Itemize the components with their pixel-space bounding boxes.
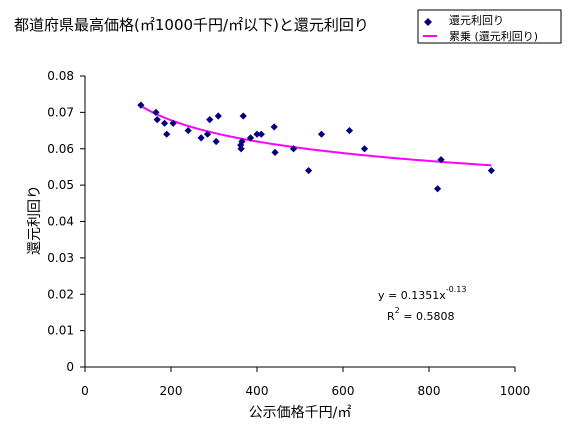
data-point-diamond-28 bbox=[437, 156, 445, 164]
data-point-diamond-24 bbox=[317, 130, 326, 138]
data-point-diamond-6 bbox=[169, 119, 177, 127]
y-axis-label: 還元利回り bbox=[27, 185, 43, 255]
data-point-diamond-7 bbox=[184, 126, 192, 135]
y-tick-label: 0.02 bbox=[47, 287, 74, 301]
data-point-diamond-18 bbox=[253, 130, 261, 138]
data-point-diamond-17 bbox=[246, 134, 255, 142]
y-tick-label: 0.06 bbox=[47, 142, 74, 156]
data-point-diamond-3 bbox=[153, 116, 161, 124]
x-tick-label: 800 bbox=[418, 384, 441, 398]
data-points bbox=[137, 101, 495, 193]
data-point-diamond-29 bbox=[487, 166, 495, 175]
y-tick-label: 0.05 bbox=[47, 178, 74, 192]
data-point-diamond-8 bbox=[197, 134, 205, 142]
data-point-diamond-20 bbox=[270, 123, 278, 131]
data-point-diamond-12 bbox=[214, 112, 222, 120]
x-tick-label: 1000 bbox=[500, 384, 531, 398]
data-point-diamond-1 bbox=[137, 101, 145, 109]
y-tick-label: 0 bbox=[66, 360, 74, 374]
x-tick-label: 200 bbox=[160, 384, 183, 398]
data-point-diamond-14 bbox=[237, 145, 245, 153]
data-point-diamond-11 bbox=[212, 137, 220, 146]
legend-label-yield: 還元利回り bbox=[449, 14, 504, 27]
y-tick-label: 0.04 bbox=[47, 215, 74, 229]
x-axis-ticks: 0 200 400 600 800 1000 bbox=[81, 367, 530, 398]
data-point-diamond-10 bbox=[206, 116, 214, 124]
trend-equation: y = 0.1351x-0.13 bbox=[378, 285, 466, 302]
data-point-diamond-27 bbox=[434, 185, 442, 193]
legend: 還元利回り 累乗 (還元利回り) bbox=[417, 9, 562, 44]
y-axis-ticks: 0 0.01 0.02 0.03 0.04 0.05 0.06 0.07 0.08 bbox=[47, 69, 85, 374]
y-tick-label: 0.01 bbox=[47, 324, 74, 338]
data-point-diamond-5 bbox=[163, 130, 171, 138]
x-tick-label: 600 bbox=[332, 384, 355, 398]
data-point-diamond-21 bbox=[271, 148, 279, 156]
legend-label-trendline: 累乗 (還元利回り) bbox=[449, 30, 538, 43]
data-point-diamond-9 bbox=[203, 130, 212, 138]
data-point-diamond-16 bbox=[239, 112, 247, 120]
data-point-diamond-23 bbox=[305, 166, 313, 175]
chart-title: 都道府県最高価格(㎡1000千円/㎡以下)と還元利回り bbox=[14, 16, 369, 34]
power-trendline bbox=[140, 105, 492, 167]
data-point-diamond-26 bbox=[360, 145, 369, 153]
x-tick-label: 0 bbox=[81, 384, 89, 398]
data-point-diamond-2 bbox=[152, 108, 160, 116]
data-point-diamond-15 bbox=[238, 137, 246, 146]
x-tick-label: 400 bbox=[246, 384, 269, 398]
data-point-diamond-25 bbox=[345, 126, 354, 135]
legend-diamond-marker bbox=[424, 18, 432, 26]
y-tick-label: 0.07 bbox=[47, 105, 74, 119]
data-point-diamond-22 bbox=[289, 145, 298, 153]
data-point-diamond-4 bbox=[160, 119, 169, 127]
x-axis-label: 公示価格千円/㎡ bbox=[249, 405, 352, 421]
r-squared-value: R2 = 0.5808 bbox=[387, 306, 454, 323]
y-tick-label: 0.08 bbox=[47, 69, 74, 83]
data-point-diamond-19 bbox=[257, 130, 265, 138]
y-tick-label: 0.03 bbox=[47, 251, 74, 265]
legend-box bbox=[417, 9, 562, 44]
